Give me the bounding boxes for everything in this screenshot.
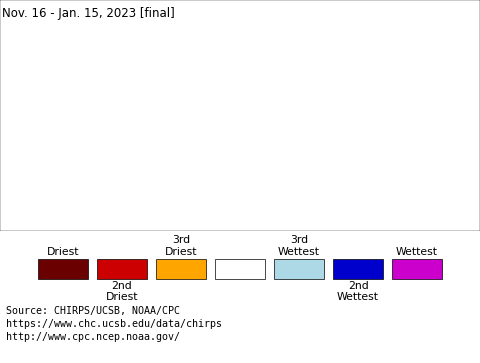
Text: Nov. 16 - Jan. 15, 2023 [final]: Nov. 16 - Jan. 15, 2023 [final] bbox=[2, 7, 175, 20]
Text: Source: CHIRPS/UCSB, NOAA/CPC
https://www.chc.ucsb.edu/data/chirps
http://www.cp: Source: CHIRPS/UCSB, NOAA/CPC https://ww… bbox=[6, 306, 222, 342]
Bar bbox=[38, 259, 88, 279]
Text: 3rd
Wettest: 3rd Wettest bbox=[278, 235, 320, 257]
Text: 3rd
Driest: 3rd Driest bbox=[165, 235, 197, 257]
Bar bbox=[392, 259, 443, 279]
Bar bbox=[96, 259, 147, 279]
Text: Driest: Driest bbox=[47, 247, 79, 257]
Text: Wettest: Wettest bbox=[396, 247, 438, 257]
Bar bbox=[274, 259, 324, 279]
Text: 2nd
Driest: 2nd Driest bbox=[106, 281, 138, 302]
Bar bbox=[156, 259, 206, 279]
Bar bbox=[333, 259, 383, 279]
Bar bbox=[215, 259, 265, 279]
Text: 2nd
Wettest: 2nd Wettest bbox=[337, 281, 379, 302]
